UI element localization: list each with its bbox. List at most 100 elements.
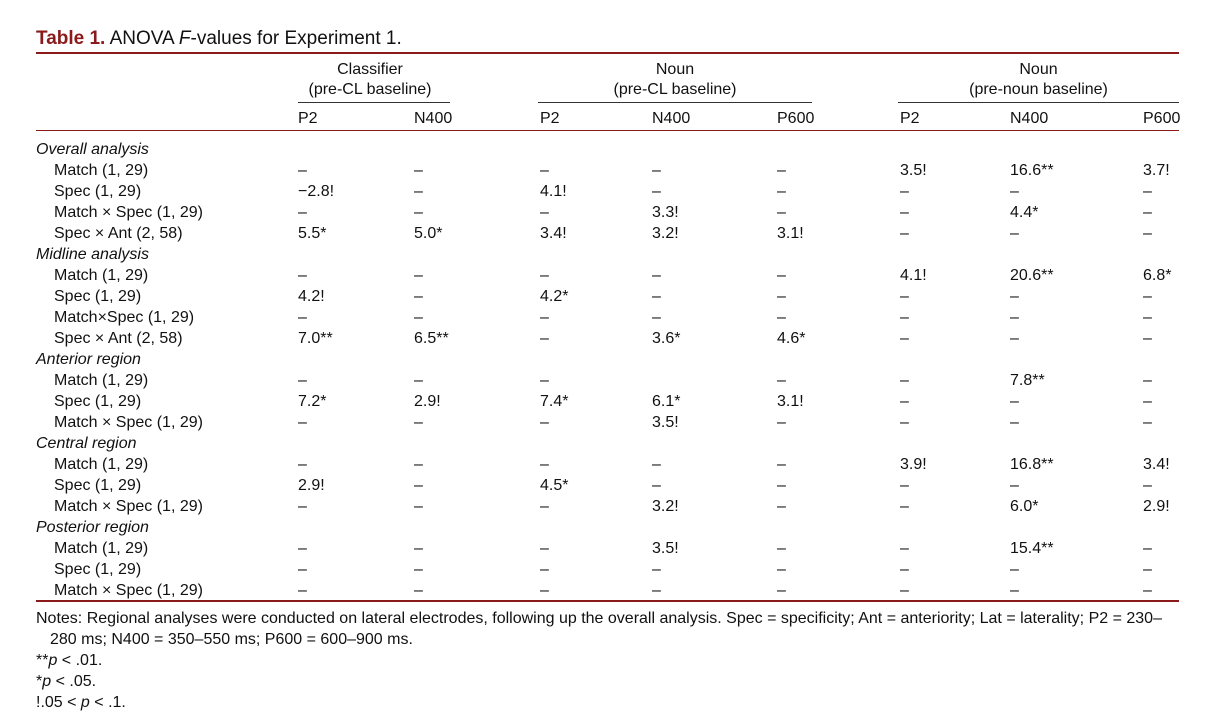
group-underline	[898, 102, 1179, 103]
table-cell: –	[1143, 309, 1152, 326]
table-cell: 4.1!	[900, 267, 927, 284]
table-cell: –	[1010, 582, 1019, 599]
table-cell: −2.8!	[298, 183, 335, 200]
table-row: Spec × Ant (2, 58) 7.0** 6.5** – 3.6* 4.6* – – –	[0, 328, 1219, 349]
table-cell: –	[298, 309, 307, 326]
table-cell: –	[414, 582, 423, 599]
table-cell: 7.4*	[540, 393, 569, 410]
table-cell: –	[298, 540, 307, 557]
table-row: Match × Spec (1, 29) – – – 3.2! – – 6.0* 2.9!	[0, 496, 1219, 517]
table-cell: –	[900, 561, 909, 578]
table-cell: 3.6*	[652, 330, 681, 347]
table-cell: –	[1143, 204, 1152, 221]
table-cell: –	[900, 414, 909, 431]
table-cell: 6.0*	[1010, 498, 1039, 515]
table-cell: –	[414, 288, 423, 305]
table-cell: –	[414, 561, 423, 578]
column-header: P2	[900, 110, 920, 127]
section-row: Posterior region	[0, 517, 1219, 538]
table-cell: –	[1143, 183, 1152, 200]
table-cell: –	[298, 204, 307, 221]
table-row: Spec (1, 29) 4.2! – 4.2* – – – – –	[0, 286, 1219, 307]
table-cell: –	[540, 414, 549, 431]
column-header: N400	[414, 110, 453, 127]
notes-line: Notes: Regional analyses were conducted …	[36, 610, 1162, 627]
table-cell: –	[1143, 372, 1152, 389]
table-cell: –	[414, 498, 423, 515]
table-row: Spec (1, 29) 7.2* 2.9! 7.4* 6.1* 3.1! – – –	[0, 391, 1219, 412]
table-cell: 3.9!	[900, 456, 927, 473]
column-header: N400	[1010, 110, 1049, 127]
row-label: Spec (1, 29)	[54, 477, 142, 494]
table-cell: –	[1010, 393, 1019, 410]
section-row: Overall analysis	[0, 139, 1219, 160]
table-cell: –	[1010, 561, 1019, 578]
table-cell: –	[1010, 225, 1019, 242]
table-cell: –	[652, 561, 661, 578]
sig-text: < .1.	[89, 694, 126, 711]
group-title: Noun	[655, 61, 695, 78]
table-cell: –	[1010, 309, 1019, 326]
table-cell: –	[1010, 330, 1019, 347]
group-header-classifier: Classifier (pre-CL baseline)	[284, 60, 456, 100]
row-label: Spec (1, 29)	[54, 393, 142, 410]
table-row: Match × Spec (1, 29) – – – 3.3! – – 4.4* –	[0, 202, 1219, 223]
group-subtitle: (pre-noun baseline)	[969, 81, 1108, 98]
table-cell: –	[540, 456, 549, 473]
table-cell: –	[298, 498, 307, 515]
table-cell: –	[652, 477, 661, 494]
table-cell: –	[298, 267, 307, 284]
table-cell: 3.1!	[777, 225, 804, 242]
table-cell: –	[414, 204, 423, 221]
table-cell: –	[900, 498, 909, 515]
table-cell: –	[652, 582, 661, 599]
table-cell: –	[298, 372, 307, 389]
table-cell: 6.1*	[652, 393, 681, 410]
table-cell: –	[652, 162, 661, 179]
row-label: Spec (1, 29)	[54, 288, 142, 305]
table-cell: –	[777, 477, 786, 494]
row-label: Match (1, 29)	[54, 372, 149, 389]
group-underline	[298, 102, 450, 103]
table-cell: –	[414, 183, 423, 200]
significance-note: *p < .05.	[36, 671, 1162, 692]
section-label: Midline analysis	[36, 246, 149, 263]
table-cell: –	[414, 162, 423, 179]
table-cell: 4.5*	[540, 477, 569, 494]
table-cell: –	[652, 183, 661, 200]
row-label: Spec × Ant (2, 58)	[54, 225, 183, 242]
sig-mark: *	[36, 673, 43, 690]
table-cell: –	[1143, 477, 1152, 494]
table-cell: 7.8**	[1010, 372, 1045, 389]
significance-note: !.05 < p < .1.	[36, 692, 1162, 713]
table-cell: –	[1143, 561, 1152, 578]
table-cell: 16.8**	[1010, 456, 1054, 473]
sig-text: < .01.	[57, 652, 103, 669]
table-cell: –	[652, 309, 661, 326]
table-cell: 3.5!	[900, 162, 927, 179]
group-subtitle: (pre-CL baseline)	[308, 81, 432, 98]
table-cell: 6.8*	[1143, 267, 1172, 284]
row-label: Match×Spec (1, 29)	[54, 309, 195, 326]
group-title: Classifier	[337, 61, 403, 78]
row-label: Match (1, 29)	[54, 267, 149, 284]
table-cell: –	[652, 456, 661, 473]
table-cell: –	[1143, 414, 1152, 431]
table-cell: –	[900, 540, 909, 557]
sig-mark: **	[36, 652, 49, 669]
section-label: Central region	[36, 435, 137, 452]
table-cell: –	[414, 267, 423, 284]
group-subtitle: (pre-CL baseline)	[613, 81, 737, 98]
table-row: Match (1, 29) – – – – – 3.5! 16.6** 3.7!	[0, 160, 1219, 181]
caption-italic-f: F	[178, 28, 191, 49]
table-cell: –	[298, 582, 307, 599]
table-cell: –	[1010, 414, 1019, 431]
row-label: Match (1, 29)	[54, 162, 149, 179]
table-cell: –	[777, 162, 786, 179]
table-cell: –	[777, 561, 786, 578]
table-cell: –	[777, 582, 786, 599]
table-cell: –	[414, 309, 423, 326]
table-cell: –	[414, 540, 423, 557]
table-cell: 3.4!	[540, 225, 567, 242]
table-cell: –	[1143, 288, 1152, 305]
